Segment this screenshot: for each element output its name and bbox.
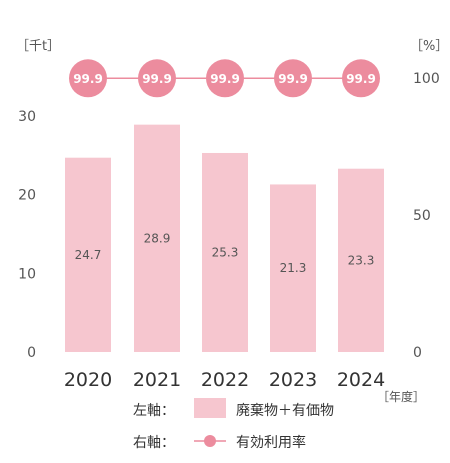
right-axis-tick: 100 [413, 71, 440, 87]
x-axis-tick: 2020 [64, 369, 112, 391]
rate-marker [206, 59, 244, 98]
bar-group: 24.7 28.9 25.3 21.3 23.3 [65, 124, 384, 352]
legend-bar-label: 廃棄物＋有価物 [236, 402, 334, 419]
rate-value-label: 99.9 [346, 72, 376, 86]
x-axis-tick: 2022 [201, 369, 249, 391]
left-axis-tick: 20 [18, 188, 36, 204]
rate-value-label: 99.9 [142, 72, 172, 86]
bar [134, 124, 180, 352]
rate-value-label: 99.9 [73, 72, 103, 86]
left-axis-tick: 30 [18, 109, 36, 125]
bar-value-label: 24.7 [75, 248, 102, 262]
bar-value-label: 25.3 [212, 245, 239, 259]
legend: 左軸： 廃棄物＋有価物 右軸： 有効利用率 [133, 398, 334, 451]
bar [202, 152, 248, 352]
bar-value-label: 28.9 [144, 231, 171, 245]
bar [270, 184, 316, 352]
x-axis-tick: 2024 [337, 369, 385, 391]
legend-line-label: 有効利用率 [236, 434, 306, 451]
rate-marker [274, 59, 312, 98]
rate-value-label: 99.9 [278, 72, 308, 86]
bar [65, 157, 111, 352]
x-axis-tick: 2021 [133, 369, 181, 391]
axes-group: 0 10 20 30 0 50 100 2020 2021 2022 2023 2024 [18, 71, 440, 391]
bar [338, 168, 384, 352]
left-axis-tick: 10 [18, 266, 36, 282]
x-axis-tick: 2023 [269, 369, 317, 391]
rate-marker [342, 59, 380, 98]
right-axis-tick: 0 [413, 345, 422, 361]
bar-value-label: 23.3 [348, 253, 375, 267]
rate-marker [69, 59, 107, 98]
legend-bar-swatch [194, 398, 226, 418]
right-axis-tick: 50 [413, 208, 431, 224]
legend-left-title: 左軸： [133, 403, 175, 419]
legend-right-title: 右軸： [133, 435, 175, 451]
left-axis-unit: ［千t］ [16, 39, 60, 54]
rate-marker [138, 59, 176, 98]
x-axis-unit: ［年度］ [377, 389, 425, 404]
bar-value-label: 21.3 [280, 261, 307, 275]
legend-line-marker [204, 435, 216, 447]
right-axis-unit: ［%］ [410, 39, 448, 54]
left-axis-tick: 0 [27, 345, 36, 361]
rate-value-label: 99.9 [210, 72, 240, 86]
rate-line-group: 99.9 99.9 99.9 99.9 99.9 [69, 59, 380, 98]
